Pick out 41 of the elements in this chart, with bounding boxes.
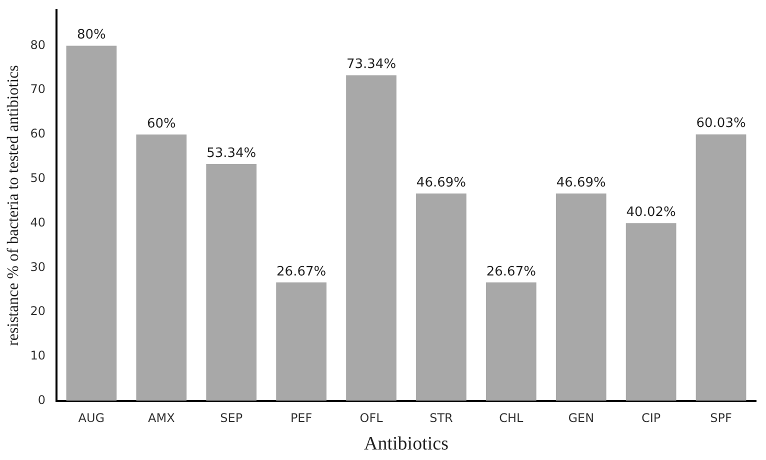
y-tick-label: 60 — [30, 126, 46, 141]
y-axis-title: resistance % of bacteria to tested antibiotics — [4, 65, 22, 346]
data-label: 26.67% — [276, 264, 326, 280]
y-tick-label: 0 — [38, 392, 46, 407]
x-axis-title: Antibiotics — [364, 434, 448, 455]
y-tick-label: 10 — [30, 348, 46, 363]
x-tick-label: AMX — [148, 411, 175, 426]
bar — [136, 134, 187, 401]
x-tick-label: CIP — [641, 411, 661, 426]
data-label: 60.03% — [696, 116, 746, 132]
data-label: 26.67% — [486, 264, 536, 280]
y-tick-label: 50 — [30, 170, 46, 185]
data-label: 53.34% — [206, 146, 256, 161]
x-tick-label: AUG — [78, 411, 105, 426]
bar — [486, 282, 536, 401]
x-tick-label: CHL — [499, 411, 524, 426]
bar — [416, 194, 466, 401]
data-label: 40.02% — [626, 205, 676, 220]
x-tick-label: STR — [430, 411, 453, 426]
x-tick-label: PEF — [290, 411, 312, 426]
y-tick-label: 40 — [30, 215, 46, 230]
x-tick-label: SPF — [710, 411, 732, 426]
y-tick-label: 30 — [30, 260, 46, 274]
data-label: 73.34% — [346, 57, 396, 72]
data-label: 60% — [146, 116, 176, 132]
y-tick-label: 80 — [30, 38, 46, 52]
y-tick-label: 20 — [30, 304, 46, 318]
x-tick-label: OFL — [360, 411, 384, 426]
bar — [626, 223, 676, 401]
y-tick-label: 70 — [30, 82, 46, 96]
data-label: 46.69% — [556, 175, 606, 190]
data-label: 46.69% — [416, 175, 466, 190]
x-tick-label: SEP — [220, 411, 243, 426]
data-label: 80% — [76, 28, 106, 43]
x-tick-label: GEN — [568, 411, 594, 426]
bar — [556, 194, 606, 401]
bar — [346, 75, 396, 401]
bar — [66, 46, 117, 401]
bar — [276, 282, 326, 401]
bar — [696, 134, 746, 401]
bar — [206, 164, 257, 401]
